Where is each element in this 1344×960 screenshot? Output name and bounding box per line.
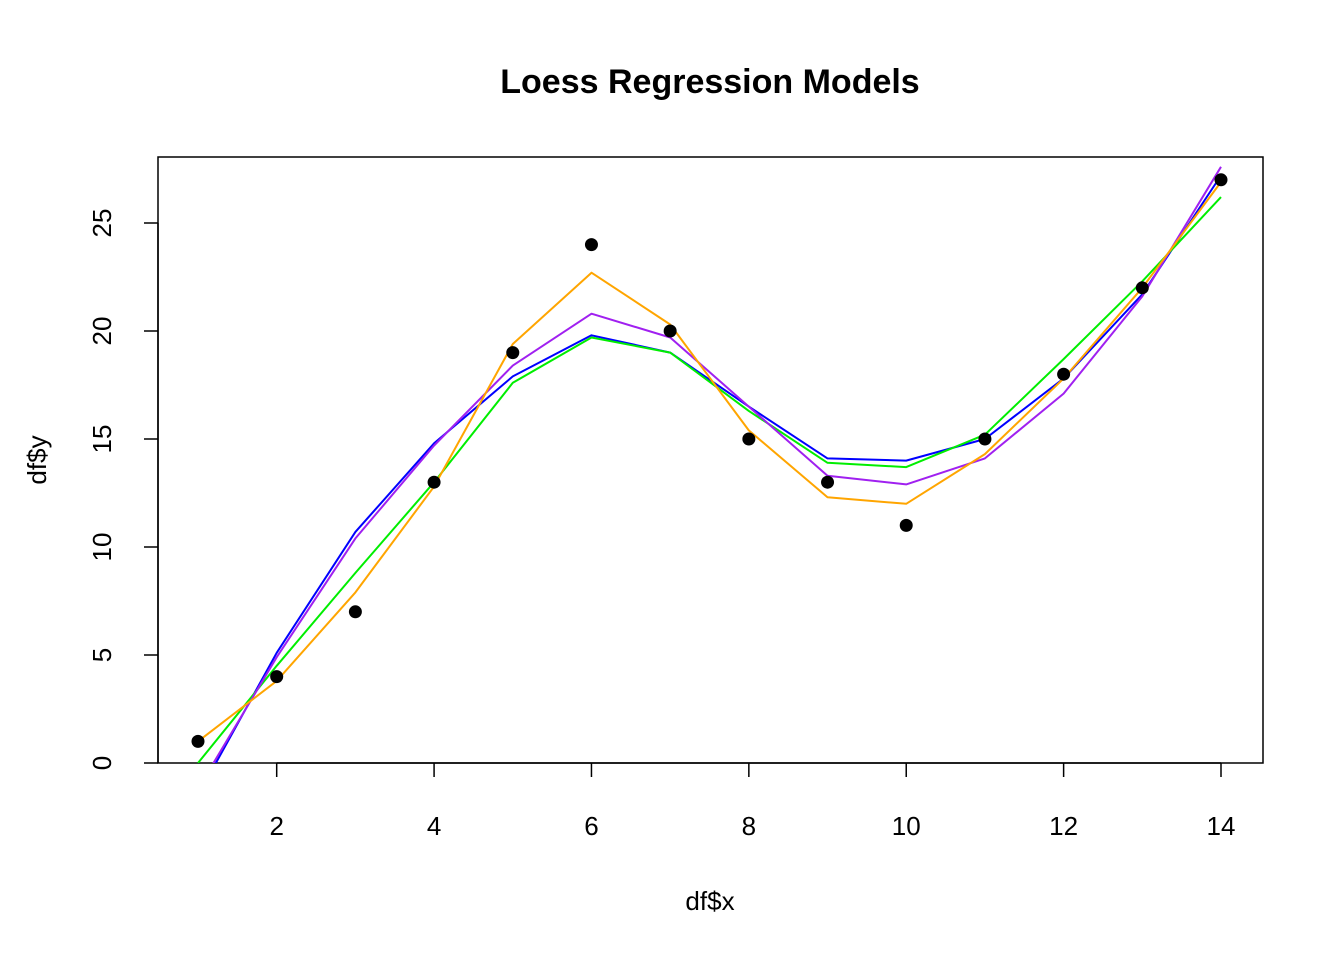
data-point — [1214, 173, 1228, 187]
series-line-4 — [197, 181, 1222, 743]
y-tick-label: 5 — [87, 648, 117, 662]
x-tick-label: 14 — [1207, 811, 1236, 841]
series-layer — [197, 166, 1222, 763]
points-layer — [191, 173, 1228, 748]
x-tick-label: 6 — [584, 811, 598, 841]
y-tick-label: 25 — [87, 209, 117, 238]
x-tick-label: 10 — [892, 811, 921, 841]
data-point — [348, 605, 362, 619]
x-tick-label: 8 — [742, 811, 756, 841]
data-point — [899, 518, 913, 532]
y-axis: 0 5 10 15 20 25 — [87, 209, 159, 770]
data-point — [506, 346, 520, 360]
x-axis: 2 4 6 8 10 12 14 — [269, 762, 1236, 841]
data-point — [584, 238, 598, 252]
y-tick-label: 10 — [87, 533, 117, 562]
y-tick-label: 0 — [87, 756, 117, 770]
data-point — [1135, 281, 1149, 295]
data-point — [742, 432, 756, 446]
chart-title: Loess Regression Models — [500, 63, 919, 101]
plot-frame — [157, 156, 1264, 764]
data-point — [663, 324, 677, 338]
series-line-2 — [197, 196, 1222, 763]
data-point — [1057, 367, 1071, 381]
y-tick-label: 20 — [87, 317, 117, 346]
y-axis-label: df$y — [22, 435, 52, 484]
data-point — [821, 475, 835, 489]
data-point — [270, 670, 284, 684]
x-axis-label: df$x — [685, 886, 734, 916]
y-tick-label: 15 — [87, 425, 117, 454]
data-point — [978, 432, 992, 446]
data-point — [427, 475, 441, 489]
series-line-3 — [212, 166, 1222, 763]
data-point — [191, 734, 205, 748]
x-tick-label: 4 — [427, 811, 441, 841]
x-tick-label: 12 — [1049, 811, 1078, 841]
series-line-1 — [214, 174, 1222, 763]
x-tick-label: 2 — [269, 811, 283, 841]
